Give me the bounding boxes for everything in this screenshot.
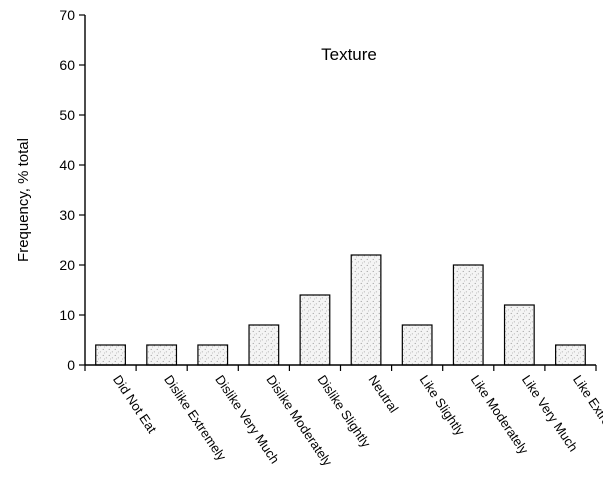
bar-dislike-very-much (197, 344, 229, 366)
chart-title: Texture (321, 45, 377, 64)
y-tick-label: 60 (59, 57, 75, 73)
y-tick-label: 50 (59, 107, 75, 123)
x-tick-label: Neutral (366, 372, 402, 415)
bar-dislike-slightly (299, 294, 331, 366)
y-tick-label: 30 (59, 207, 75, 223)
y-axis: 0 10 20 30 40 50 60 70 (59, 7, 85, 373)
y-tick-label: 70 (59, 7, 75, 23)
x-tick-label: Like Slightly (417, 372, 469, 438)
x-tick-label: Dislike Slightly (314, 372, 374, 450)
y-tick-label: 10 (59, 307, 75, 323)
bar-dislike-extremely (146, 344, 178, 366)
bars-group (95, 254, 586, 366)
bar-like-extremely (555, 344, 586, 366)
y-axis-label: Frequency, % total (15, 138, 32, 262)
bar-dislike-moderately (248, 324, 280, 366)
bar-like-very-much (503, 304, 535, 366)
bar-like-moderately (452, 264, 484, 366)
bar-neutral (350, 254, 382, 366)
x-tick-label: Did Not Eat (110, 372, 160, 436)
bar-did-not-eat (95, 344, 126, 366)
y-tick-label: 20 (59, 257, 75, 273)
y-tick-label: 40 (59, 157, 75, 173)
y-tick-label: 0 (67, 357, 75, 373)
bar-like-slightly (401, 324, 433, 366)
